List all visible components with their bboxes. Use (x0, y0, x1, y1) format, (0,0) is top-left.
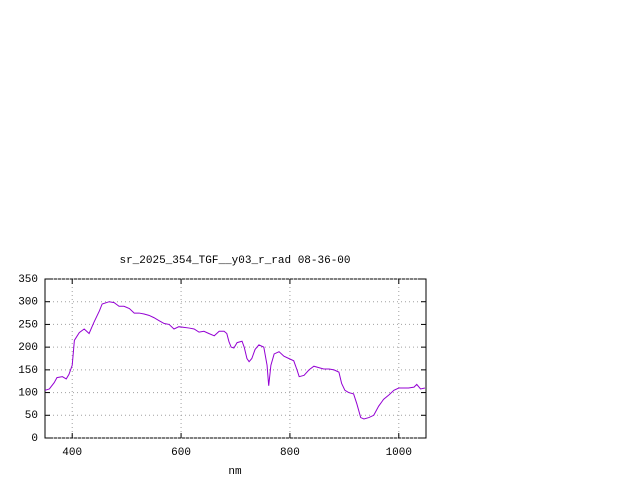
y-tick-label: 350 (18, 274, 38, 286)
x-tick-label: 1000 (386, 447, 412, 459)
plot-border (44, 278, 427, 439)
data-line (44, 301, 426, 420)
chart-title: sr_2025_354_TGF__y03_r_rad 08-36-00 (119, 255, 350, 267)
x-tick-label: 800 (280, 447, 300, 459)
x-tick-label: 400 (62, 447, 82, 459)
y-tick-label: 300 (18, 297, 38, 309)
y-tick-label: 0 (31, 433, 38, 445)
y-tick-label: 250 (18, 319, 38, 331)
y-tick-label: 100 (18, 387, 38, 399)
x-axis-label: nm (228, 466, 242, 478)
y-tick-label: 200 (18, 342, 38, 354)
x-tick-label: 600 (171, 447, 191, 459)
y-tick-label: 150 (18, 365, 38, 377)
y-tick-label: 50 (25, 410, 38, 422)
